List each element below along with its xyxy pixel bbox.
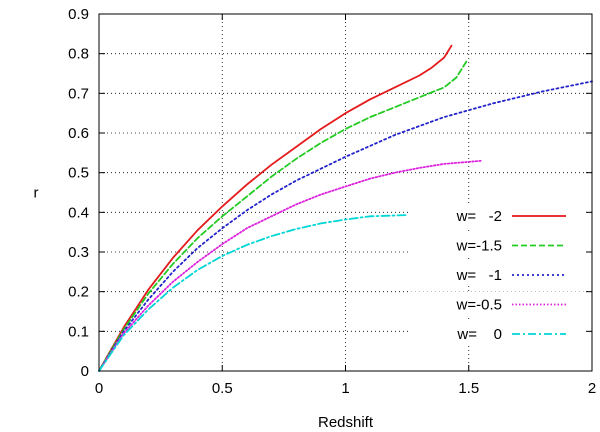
plot-frame xyxy=(98,13,593,372)
y-tick-label: 0.6 xyxy=(68,125,89,142)
x-tick-label: 2 xyxy=(588,380,596,397)
legend-label-4: w= 0 xyxy=(456,326,502,343)
legend: w= -2 w=-1.5 w= -1 w=-0.5 w= 0 xyxy=(408,203,590,345)
axis-ticks: 0 0.5 1 1.5 2 0 0.1 0.2 0.3 0.4 0.5 0.6 0.7 0.8 0.9 xyxy=(68,6,596,397)
legend-entry-bg xyxy=(408,262,590,286)
x-tick-label: 0 xyxy=(95,380,103,397)
legend-entry-bg xyxy=(408,291,590,316)
x-tick-label: 1.5 xyxy=(458,380,479,397)
series-line-2 xyxy=(98,80,593,372)
y-tick-label: 0.1 xyxy=(68,323,89,340)
series-line-0 xyxy=(98,44,453,372)
legend-label-3: w=-0.5 xyxy=(456,297,502,314)
y-tick-label: 0.2 xyxy=(68,284,89,301)
legend-entry-bg xyxy=(408,321,590,345)
legend-label-0: w= -2 xyxy=(456,208,502,225)
legend-label-1: w=-1.5 xyxy=(456,238,502,255)
y-tick-label: 0.4 xyxy=(68,204,89,221)
series-line-3 xyxy=(98,159,482,372)
legend-entry-bg xyxy=(408,203,590,227)
series-line-4 xyxy=(98,214,408,372)
x-tick-label: 0.5 xyxy=(212,380,233,397)
series-line-1 xyxy=(98,60,468,372)
grid xyxy=(99,14,592,371)
y-tick-label: 0.8 xyxy=(68,46,89,63)
y-tick-label: 0.5 xyxy=(68,165,89,182)
legend-label-2: w= -1 xyxy=(456,267,502,284)
series-lines xyxy=(98,44,593,372)
legend-entry-bg xyxy=(408,232,590,257)
x-axis-label: Redshift xyxy=(318,414,374,431)
x-tick-label: 1 xyxy=(341,380,349,397)
y-tick-label: 0.7 xyxy=(68,85,89,102)
y-tick-label: 0.3 xyxy=(68,244,89,261)
y-tick-label: 0.9 xyxy=(68,6,89,23)
y-axis-label: r xyxy=(34,185,39,202)
y-tick-label: 0 xyxy=(81,363,89,380)
